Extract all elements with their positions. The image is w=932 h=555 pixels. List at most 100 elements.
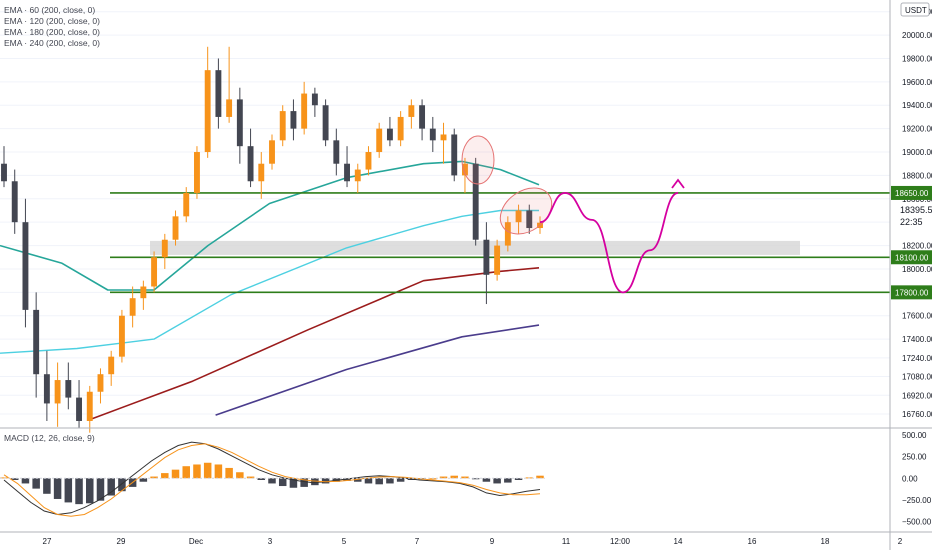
- level-label-box: [891, 250, 932, 265]
- candle-body: [386, 128, 393, 141]
- time-tick-label: 2: [898, 537, 903, 546]
- macd-bar: [482, 478, 491, 482]
- macd-bar: [246, 476, 255, 479]
- macd-bar: [10, 478, 19, 480]
- ema180-line: [92, 267, 540, 420]
- candle-body: [22, 222, 29, 310]
- price-tick-label: 16920.00: [902, 391, 932, 400]
- macd-line: [3, 441, 541, 516]
- candle-body: [419, 105, 426, 129]
- macd-bar: [43, 478, 51, 494]
- macd-legend[interactable]: MACD (12, 26, close, 9): [4, 433, 95, 443]
- macd-bar: [268, 478, 276, 484]
- candle-body: [118, 315, 125, 357]
- candle-body: [504, 222, 511, 246]
- macd-bar: [386, 478, 394, 484]
- macd-tick-label: 0.00: [902, 474, 918, 483]
- level-label-box: [891, 285, 932, 300]
- candle-body: [322, 105, 329, 141]
- candle-body: [258, 163, 265, 182]
- macd-bar: [343, 478, 351, 481]
- candle-body: [33, 309, 40, 375]
- candle-body: [408, 105, 415, 117]
- macd-bar: [375, 478, 383, 485]
- candle-body: [333, 140, 340, 164]
- macd-bar: [107, 478, 115, 496]
- time-tick-label: 14: [674, 537, 683, 546]
- projection-path: [539, 178, 685, 294]
- ema240-line: [215, 324, 540, 416]
- candles: [1, 46, 543, 433]
- time-tick-label: 9: [490, 537, 495, 546]
- price-tick-label: 17400.00: [902, 335, 932, 344]
- macd-bar: [193, 464, 201, 479]
- candle-body: [172, 216, 179, 240]
- ema-legend: EMA · 60 (200, close, 0) EMA · 120 (200,…: [4, 5, 100, 48]
- ema120-legend[interactable]: EMA · 120 (200, close, 0): [4, 16, 100, 26]
- macd-bar: [504, 478, 512, 483]
- candle-body: [462, 163, 468, 176]
- time-tick-label: 16: [748, 537, 757, 546]
- macd-bar: [289, 478, 298, 488]
- candle-body: [11, 181, 18, 223]
- candle-body: [76, 397, 82, 421]
- macd-tick-label: 500.00: [902, 431, 927, 440]
- time-tick-label: Dec: [189, 537, 203, 546]
- candle-body: [54, 380, 61, 404]
- time-tick-label: 5: [342, 537, 347, 546]
- macd-bar: [96, 478, 105, 501]
- candle-body: [354, 169, 361, 182]
- macd-bar: [225, 467, 233, 479]
- candle-body: [1, 163, 7, 182]
- level-label: 18650.00: [895, 189, 929, 198]
- macd-bar: [236, 472, 244, 479]
- price-tick-label: 19800.00: [902, 54, 932, 63]
- candle-body: [344, 163, 350, 182]
- price-tick-label: 19400.00: [902, 101, 932, 110]
- price-tick-label: 20000.00: [902, 31, 932, 40]
- macd-bar: [203, 462, 212, 479]
- macd-axis[interactable]: 500.00 250.00 0.00 −250.00 −500.00: [0, 431, 932, 526]
- ema180-legend[interactable]: EMA · 180 (200, close, 0): [4, 27, 100, 37]
- candle-body: [247, 146, 254, 182]
- main-pane[interactable]: [0, 11, 890, 433]
- time-axis[interactable]: 27 29 Dec 3 5 7 9 11 12:00 14 16 18 2: [43, 537, 903, 546]
- level-labels: 18650.00 18100.00 17800.00: [891, 185, 932, 300]
- macd-bar: [439, 476, 448, 479]
- macd-bar: [450, 475, 458, 479]
- ema240-legend[interactable]: EMA · 240 (200, close, 0): [4, 38, 100, 48]
- macd-bar: [493, 478, 501, 484]
- macd-bar: [514, 478, 523, 480]
- candle-body: [279, 111, 286, 141]
- time-tick-label: 7: [415, 537, 420, 546]
- highlight-ellipse: [499, 187, 553, 235]
- candle-body: [397, 116, 404, 141]
- macd-bar: [364, 478, 373, 484]
- candle-body: [429, 128, 436, 141]
- price-tick-label: 17080.00: [902, 373, 932, 382]
- price-tick-label: 19200.00: [902, 125, 932, 134]
- macd-bar: [32, 478, 40, 489]
- candle-body: [301, 93, 308, 129]
- macd-bar: [64, 478, 73, 503]
- ema60-legend[interactable]: EMA · 60 (200, close, 0): [4, 5, 95, 15]
- candle-body: [472, 163, 479, 240]
- macd-bar: [396, 478, 405, 482]
- support-zone: [150, 240, 800, 255]
- macd-tick-label: 250.00: [902, 453, 927, 462]
- macd-bar: [139, 478, 148, 482]
- candle-body: [311, 93, 318, 106]
- time-tick-label: 29: [117, 537, 126, 546]
- macd-lines: [3, 441, 541, 517]
- macd-bar: [354, 478, 362, 482]
- currency-badge[interactable]: [900, 2, 930, 17]
- macd-bar: [75, 478, 83, 505]
- macd-bar: [21, 478, 30, 484]
- candle-body: [140, 286, 147, 299]
- macd-bar: [311, 478, 319, 486]
- main-gridlines: [0, 11, 890, 415]
- countdown-label: 22:35: [900, 217, 923, 227]
- time-tick-label: 18: [821, 537, 830, 546]
- candle-body: [215, 70, 222, 117]
- price-tick-label: 18800.00: [902, 171, 932, 180]
